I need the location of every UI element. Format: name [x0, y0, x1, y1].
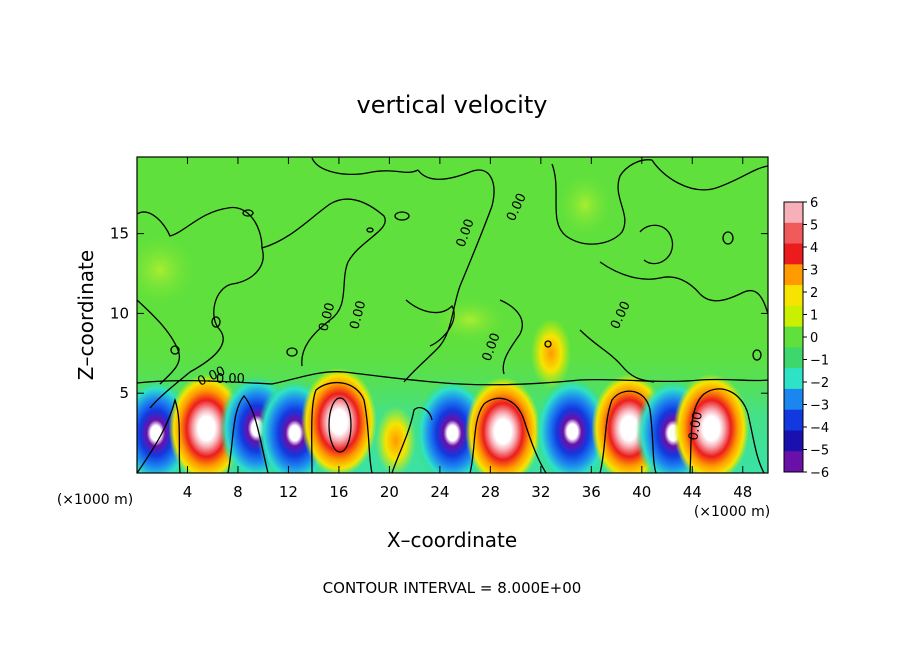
colorbar-swatch: [784, 388, 803, 411]
contour-line: [639, 224, 674, 265]
x-tick-label: 44: [683, 483, 702, 501]
colorbar-label: 0: [810, 331, 818, 346]
contour-line: [311, 381, 373, 473]
colorbar-label: −1: [810, 354, 829, 369]
updraft-cell: [673, 374, 750, 473]
y-axis-label: Z–coordinate: [74, 250, 98, 380]
colorbar-swatch: [784, 347, 803, 369]
x-tick-label: 8: [233, 483, 243, 501]
colorbar-label: 5: [810, 219, 818, 234]
colorbar-swatch: [784, 451, 803, 473]
contour-line: [599, 390, 657, 473]
contour-line: [137, 397, 181, 473]
contour-line: [651, 159, 768, 191]
colorbar-swatch: [784, 285, 803, 307]
colorbar-swatch: [784, 305, 803, 328]
contour-line: [261, 198, 386, 367]
heatmap-area: 0.00 0.00 0.00 0.00 0.00 0.00 0.00 0.00 …: [137, 157, 768, 473]
updraft-cell: [465, 377, 541, 473]
zero-contours: [137, 157, 768, 473]
x-tick-label: 36: [582, 483, 601, 501]
colorbar: 6 5 4 3 2 1 0 −1 −2 −3 −4 −5 −6: [783, 196, 829, 481]
x-tick-label: 48: [733, 483, 752, 501]
contour-line: [499, 299, 523, 375]
colorbar-swatch: [784, 264, 803, 286]
chart-title: vertical velocity: [357, 91, 548, 119]
contour-label: 0.00: [347, 299, 369, 331]
colorbar-label: 1: [810, 309, 818, 324]
contour-label: 0.00: [686, 411, 706, 442]
y-tick-label: 15: [110, 225, 129, 243]
x-tick-label: 28: [481, 483, 500, 501]
contour-line: [137, 299, 181, 385]
contour-line: [551, 159, 653, 245]
contour-line: [311, 157, 419, 175]
colorbar-swatch: [784, 202, 803, 224]
colorbar-swatch: [784, 368, 803, 390]
contour-loop: [722, 231, 734, 245]
colorbar-label: −5: [810, 444, 829, 459]
contour-loop: [286, 347, 298, 357]
x-unit-left: (×1000 m): [57, 492, 133, 508]
updraft-cell: [301, 367, 377, 473]
contour-line: [599, 261, 768, 315]
y-axis: 5 10 15: [110, 225, 768, 402]
contour-label: 0.00: [216, 372, 245, 387]
updraft-cell: [530, 318, 572, 389]
upper-light-patch: [555, 170, 615, 240]
contour-loop: [544, 340, 552, 348]
y-tick-label: 5: [119, 384, 129, 402]
x-tick-label: 16: [329, 483, 348, 501]
contour-loop: [394, 211, 410, 221]
colorbar-swatch: [784, 409, 803, 431]
x-tick-label: 24: [430, 483, 449, 501]
colorbar-label: 2: [810, 286, 818, 301]
colorbar-label: 6: [810, 196, 818, 211]
y-tick-label: 10: [110, 304, 129, 322]
colorbar-swatch: [784, 243, 803, 265]
colorbar-label: −2: [810, 376, 829, 391]
plot-frame: [136, 156, 769, 474]
contour-loop: [752, 349, 762, 361]
contour-line: [137, 371, 768, 386]
contour-interval-note: CONTOUR INTERVAL = 8.000E+00: [323, 579, 582, 597]
contour-line: [137, 206, 264, 409]
contour-label: 0.00: [316, 301, 338, 333]
colorbar-swatch: [784, 326, 803, 348]
contour-line: [405, 299, 455, 347]
colorbar-swatch: [784, 222, 803, 245]
x-tick-label: 20: [380, 483, 399, 501]
upper-light-patch: [137, 230, 200, 310]
contour-line: [403, 169, 495, 383]
colorbar-label: −4: [810, 421, 829, 436]
x-axis-label: X–coordinate: [387, 528, 517, 552]
x-tick-label: 4: [183, 483, 193, 501]
colorbar-swatch: [784, 430, 803, 452]
contour-line: [579, 329, 655, 383]
x-tick-label: 40: [632, 483, 651, 501]
downdraft-cell: [534, 377, 611, 473]
x-tick-label: 12: [279, 483, 298, 501]
contour-loop: [211, 316, 221, 328]
updraft-cell: [375, 405, 416, 473]
contour-loop: [242, 209, 254, 217]
contour-line: [227, 395, 269, 473]
contour-line: [469, 397, 547, 473]
contour-loop: [328, 397, 352, 453]
contour-loop: [366, 227, 374, 233]
colorbar-label: −3: [810, 399, 829, 414]
contour-loop: [170, 345, 180, 355]
x-tick-label: 32: [531, 483, 550, 501]
x-unit-right: (×1000 m): [694, 504, 770, 520]
colorbar-label: 3: [810, 264, 818, 279]
x-axis: 4 8 12 16 20 24 28 32 36 40 44 48: [183, 157, 752, 501]
contour-line: [689, 388, 765, 473]
colorbar-label: −6: [810, 466, 829, 481]
contour-line: [391, 406, 433, 473]
colorbar-label: 4: [810, 241, 818, 256]
